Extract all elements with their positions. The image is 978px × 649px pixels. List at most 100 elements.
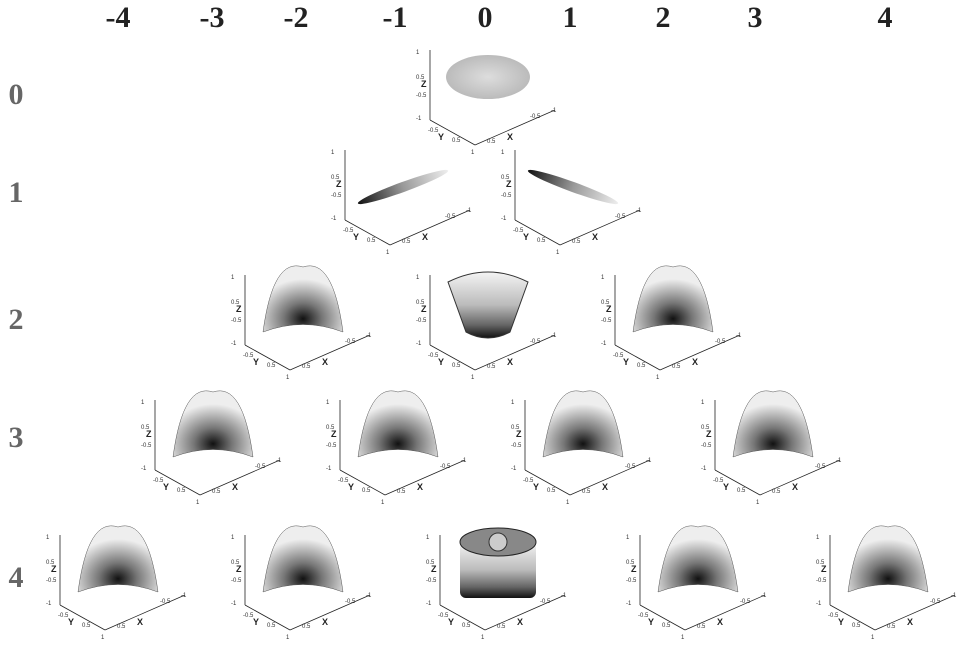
tick-label: 1 xyxy=(101,635,105,641)
tick-label: -1 xyxy=(231,341,237,347)
tick-label: -1 xyxy=(601,341,607,347)
axis-label: X xyxy=(322,617,328,627)
tick-label: 0.5 xyxy=(402,239,411,245)
tick-label: 0.5 xyxy=(117,624,126,630)
tick-label: -0.5 xyxy=(345,599,356,605)
tick-label: 1 xyxy=(381,500,385,506)
tick-label: -0.5 xyxy=(231,578,242,584)
tick-label: -1 xyxy=(501,216,507,222)
tick-label: 0.5 xyxy=(212,489,221,495)
tick-label: 1 xyxy=(196,500,200,506)
tick-label: 0.5 xyxy=(547,488,556,494)
tick-label: 0.5 xyxy=(82,623,91,629)
column-label: -1 xyxy=(383,1,408,34)
surface xyxy=(848,526,928,592)
axis-label: X xyxy=(717,617,723,627)
tick-label: 1 xyxy=(141,400,145,406)
tick-label: -0.5 xyxy=(255,464,266,470)
tick-label: 0.5 xyxy=(46,560,55,566)
tick-label: 0.5 xyxy=(231,300,240,306)
tick-label: -0.5 xyxy=(426,578,437,584)
tick-label: -0.5 xyxy=(428,353,439,359)
tick-label: -1 xyxy=(551,108,557,114)
tick-label: -0.5 xyxy=(513,228,524,234)
tick-label: -0.5 xyxy=(501,193,512,199)
surface xyxy=(658,526,738,592)
tick-label: 0.5 xyxy=(462,623,471,629)
axis-label: Y xyxy=(68,617,74,627)
row-label: 1 xyxy=(9,176,24,209)
column-label: 1 xyxy=(563,1,578,34)
column-label: 0 xyxy=(478,1,493,34)
column-label: 4 xyxy=(878,1,893,34)
tick-label: -1 xyxy=(426,601,432,607)
tick-label: -1 xyxy=(326,466,332,472)
tick-label: -0.5 xyxy=(530,114,541,120)
tick-label: 0.5 xyxy=(326,425,335,431)
tick-label: -0.5 xyxy=(58,613,69,619)
tick-label: 1 xyxy=(331,150,335,156)
axis-label: X xyxy=(507,132,513,142)
column-label: 2 xyxy=(656,1,671,34)
axis-label: X xyxy=(517,617,523,627)
tick-label: 0.5 xyxy=(302,624,311,630)
tick-label: -0.5 xyxy=(638,613,649,619)
tick-label: -0.5 xyxy=(345,339,356,345)
tick-label: 0.5 xyxy=(772,489,781,495)
tick-label: -0.5 xyxy=(326,443,337,449)
tick-label: 0.5 xyxy=(701,425,710,431)
axis-label: X xyxy=(137,617,143,627)
axis-label: Y xyxy=(438,132,444,142)
tick-label: 0.5 xyxy=(626,560,635,566)
tick-label: 1 xyxy=(656,375,660,381)
surface xyxy=(489,533,507,551)
tick-label: -0.5 xyxy=(816,578,827,584)
axis-label: X xyxy=(602,482,608,492)
tick-label: 0.5 xyxy=(452,363,461,369)
axis-label: X xyxy=(232,482,238,492)
surface xyxy=(633,266,713,332)
tick-label: 0.5 xyxy=(416,300,425,306)
tick-label: -0.5 xyxy=(231,318,242,324)
tick-label: -0.5 xyxy=(625,464,636,470)
column-label: -2 xyxy=(284,1,309,34)
axis-label: Y xyxy=(533,482,539,492)
tick-label: -0.5 xyxy=(46,578,57,584)
tick-label: -0.5 xyxy=(930,599,941,605)
tick-label: 0.5 xyxy=(362,488,371,494)
row-label: 0 xyxy=(9,78,24,111)
tick-label: 1 xyxy=(626,535,630,541)
tick-label: 1 xyxy=(426,535,430,541)
surface xyxy=(173,391,253,457)
tick-label: 0.5 xyxy=(231,560,240,566)
tick-label: 0.5 xyxy=(501,175,510,181)
tick-label: -0.5 xyxy=(160,599,171,605)
tick-label: 0.5 xyxy=(302,364,311,370)
axis-label: Y xyxy=(163,482,169,492)
tick-label: 0.5 xyxy=(426,560,435,566)
tick-label: 1 xyxy=(231,275,235,281)
tick-label: 0.5 xyxy=(637,363,646,369)
tick-label: 0.5 xyxy=(601,300,610,306)
tick-label: 1 xyxy=(501,150,505,156)
column-label: -3 xyxy=(200,1,225,34)
tick-label: -0.5 xyxy=(613,353,624,359)
tick-label: 1 xyxy=(601,275,605,281)
surface xyxy=(543,391,623,457)
tick-label: -0.5 xyxy=(141,443,152,449)
tick-label: -0.5 xyxy=(601,318,612,324)
tick-label: 0.5 xyxy=(852,623,861,629)
tick-label: 0.5 xyxy=(416,75,425,81)
axis-label: X xyxy=(592,232,598,242)
axis-label: Y xyxy=(723,482,729,492)
zernike-figure: -4-3-2-10123401234ZYX10.5-0.5-1-0.50.510… xyxy=(0,0,978,649)
tick-label: -1 xyxy=(626,601,632,607)
tick-label: 1 xyxy=(286,635,290,641)
tick-label: -0.5 xyxy=(243,613,254,619)
axis-label: X xyxy=(322,357,328,367)
tick-label: -0.5 xyxy=(416,93,427,99)
axis-label: Y xyxy=(348,482,354,492)
tick-label: 0.5 xyxy=(452,138,461,144)
tick-label: -0.5 xyxy=(701,443,712,449)
surface xyxy=(263,526,343,592)
